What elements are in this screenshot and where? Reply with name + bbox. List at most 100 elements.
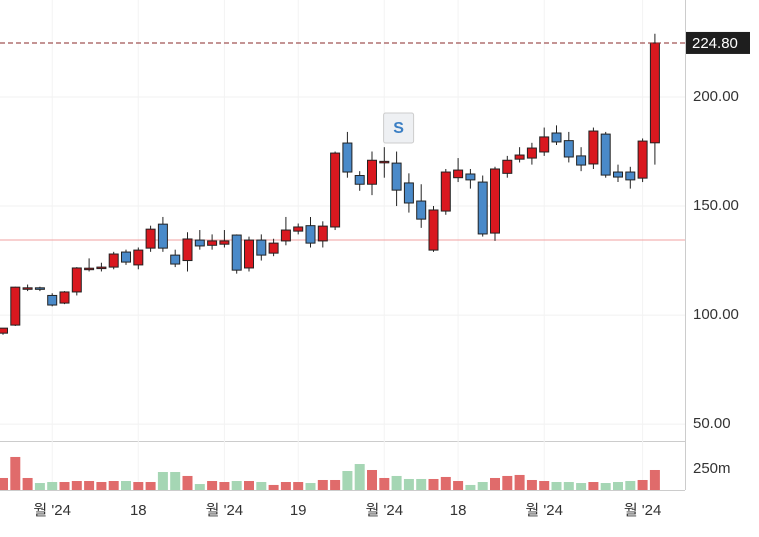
volume-bar [367, 469, 377, 490]
volume-bar [477, 482, 488, 490]
candle-body [22, 287, 33, 290]
candle-body [34, 287, 45, 290]
candle-body [649, 42, 660, 144]
volume-bar [563, 482, 574, 490]
candle-body [514, 154, 525, 160]
volume-bar [84, 481, 95, 490]
candle-body [330, 152, 341, 228]
candle-body [71, 267, 82, 293]
volume-bar [280, 482, 291, 490]
candle-body [440, 171, 451, 212]
candle-body [625, 171, 636, 181]
candle-body [145, 228, 156, 249]
candle-body [588, 130, 599, 165]
volume-bar [416, 478, 427, 490]
volume-bar [256, 482, 267, 490]
volume-bar [133, 482, 144, 490]
candle-body [10, 286, 21, 326]
candle-body [428, 209, 439, 251]
candle-body [219, 240, 230, 245]
volume-bar [403, 478, 414, 490]
volume-bar [207, 481, 218, 490]
x-tick-label: 18 [130, 502, 147, 519]
volume-bar [34, 483, 45, 490]
volume-bar [170, 472, 181, 490]
candle-body [0, 327, 8, 334]
candle-body [317, 225, 328, 242]
candle-body [490, 168, 500, 234]
annotation-flag [383, 112, 415, 144]
candle-body [502, 159, 513, 174]
candle-body [280, 229, 291, 242]
candle-body [182, 238, 193, 262]
candle-body [477, 181, 488, 235]
volume-bar [551, 482, 562, 490]
volume-bar [440, 476, 451, 490]
volume-bar [0, 477, 8, 490]
volume-bar [22, 477, 33, 490]
candle-body [637, 140, 648, 179]
candle-body [526, 147, 537, 159]
volume-bar [96, 482, 107, 490]
x-tick-label: 월 '24 [33, 502, 71, 519]
candle-body [367, 159, 377, 185]
candle-body [256, 239, 267, 256]
volume-bar [391, 475, 402, 490]
candle-body [576, 155, 587, 166]
x-tick-label: 19 [290, 502, 307, 519]
volume-bar [379, 477, 390, 490]
volume-bar [293, 482, 304, 490]
volume-bar [465, 484, 476, 490]
volume-bar [576, 483, 587, 490]
candle-body [539, 136, 550, 153]
x-tick-label: 월 '24 [206, 502, 244, 519]
candle-body [600, 133, 611, 176]
x-tick-label: 18 [450, 502, 467, 519]
candle-body [465, 173, 476, 181]
volume-bar [502, 475, 513, 490]
volume-bar [526, 479, 537, 490]
x-tick-label: 월 '24 [624, 502, 662, 519]
volume-bar [490, 477, 500, 490]
candle-body [59, 291, 70, 304]
candle-body [231, 234, 242, 271]
volume-bar [121, 481, 131, 490]
candle-body [416, 200, 427, 220]
volume-bar [514, 474, 525, 490]
candle-body [293, 226, 304, 232]
last-price-box [686, 31, 750, 54]
volume-bar [342, 471, 353, 490]
volume-bar [231, 481, 242, 490]
volume-bar [600, 483, 611, 490]
volume-bar [71, 481, 82, 490]
candle-body [84, 267, 95, 271]
volume-bar [145, 482, 156, 490]
volume-bar [588, 482, 599, 490]
candle-body [551, 132, 562, 143]
candle-body [453, 169, 464, 179]
y-tick-label: 100.00 [693, 306, 739, 323]
x-tick-label: 월 '24 [366, 502, 404, 519]
volume-bar [649, 469, 660, 490]
candle-body [391, 162, 402, 191]
volume-bar [268, 484, 279, 490]
candle-body [613, 171, 623, 178]
volume-bar [47, 482, 58, 490]
volume-tick-label: 250m [693, 460, 731, 477]
volume-bar [625, 481, 636, 490]
volume-bar [244, 481, 254, 490]
volume-bar [219, 482, 230, 490]
candle-body [121, 251, 131, 263]
x-tick-label: 월 '24 [525, 502, 563, 519]
candle-body [47, 294, 58, 306]
annotation-text: S [393, 120, 404, 137]
y-tick-label: 200.00 [693, 88, 739, 105]
candle-body [207, 240, 218, 246]
candle-body [108, 253, 119, 268]
candle-body [563, 140, 574, 158]
volume-bar [354, 464, 365, 490]
candle-body [379, 160, 390, 164]
candle-body [244, 239, 254, 269]
volume-bar [539, 481, 550, 490]
